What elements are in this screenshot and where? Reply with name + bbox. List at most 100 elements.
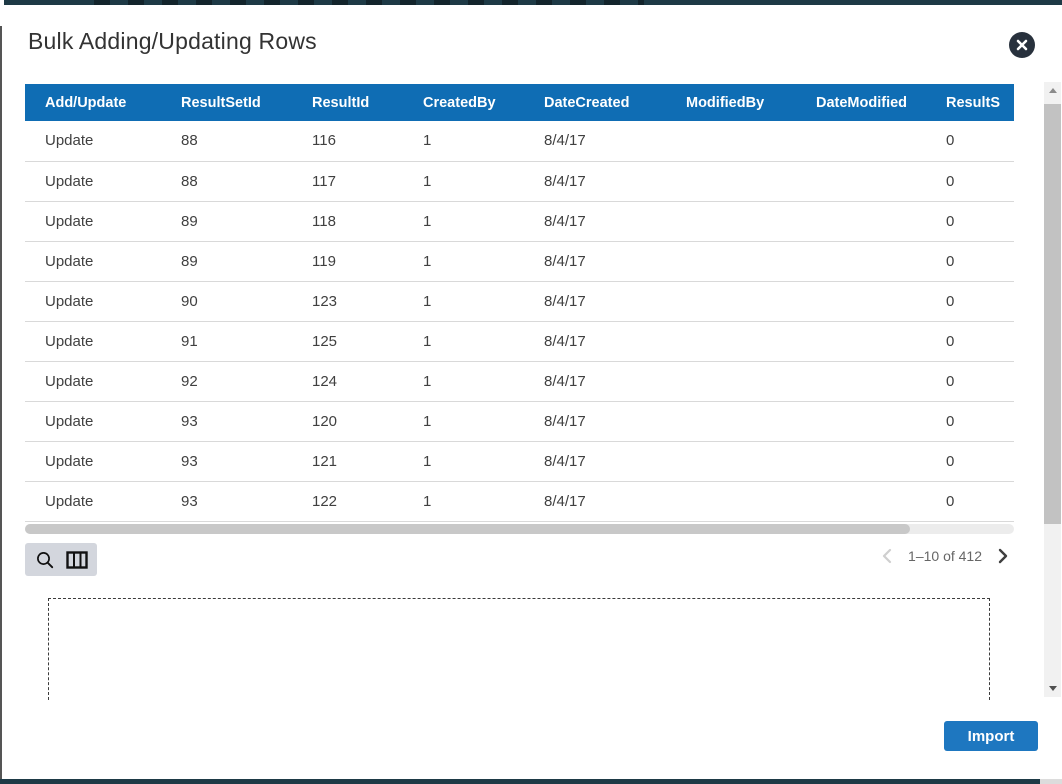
cell-date-modified: [796, 161, 926, 202]
cell-result-status: 0: [926, 401, 1014, 442]
cell-modified-by: [666, 321, 796, 362]
cell-result-set-id: 89: [161, 241, 292, 282]
cell-date-created: 8/4/17: [524, 401, 666, 442]
cell-created-by: 1: [403, 201, 524, 242]
close-icon: [1016, 39, 1028, 51]
cell-created-by: 1: [403, 481, 524, 522]
cell-result-set-id: 93: [161, 441, 292, 482]
column-header[interactable]: ResultS: [946, 94, 1000, 111]
horizontal-scrollbar-thumb[interactable]: [25, 524, 910, 534]
cell-created-by: 1: [403, 401, 524, 442]
scroll-down-button[interactable]: [1044, 680, 1061, 697]
search-button[interactable]: [32, 547, 58, 573]
cell-modified-by: [666, 241, 796, 282]
column-header[interactable]: ResultId: [312, 94, 370, 111]
cell-modified-by: [666, 441, 796, 482]
cell-result-id: 122: [292, 481, 403, 522]
horizontal-scrollbar[interactable]: [25, 524, 1014, 534]
cell-result-set-id: 93: [161, 481, 292, 522]
cell-date-modified: [796, 401, 926, 442]
next-page-button[interactable]: [996, 547, 1010, 565]
table-toolbar: [25, 543, 97, 576]
cell-date-modified: [796, 201, 926, 242]
cell-date-created: 8/4/17: [524, 201, 666, 242]
cell-result-status: 0: [926, 281, 1014, 322]
cell-add-update: Update: [25, 121, 161, 162]
table-row: Update 89 118 1 8/4/17 0: [25, 201, 1014, 242]
columns-button[interactable]: [64, 547, 90, 573]
cell-date-created: 8/4/17: [524, 121, 666, 162]
table-header-row: Add/Update ResultSetId ResultId CreatedBy Da…: [25, 84, 1014, 121]
cell-created-by: 1: [403, 241, 524, 282]
column-header[interactable]: CreatedBy: [423, 94, 496, 111]
cell-result-set-id: 89: [161, 201, 292, 242]
cell-add-update: Update: [25, 201, 161, 242]
cell-add-update: Update: [25, 161, 161, 202]
cell-created-by: 1: [403, 161, 524, 202]
cell-result-status: 0: [926, 201, 1014, 242]
cell-date-created: 8/4/17: [524, 441, 666, 482]
cell-result-set-id: 88: [161, 161, 292, 202]
cell-result-set-id: 88: [161, 121, 292, 162]
cell-date-modified: [796, 281, 926, 322]
chevron-right-icon: [998, 548, 1008, 564]
cell-result-id: 119: [292, 241, 403, 282]
cell-date-modified: [796, 441, 926, 482]
cell-date-created: 8/4/17: [524, 241, 666, 282]
scrollbar-corner: [1040, 779, 1062, 784]
cell-result-set-id: 91: [161, 321, 292, 362]
column-header[interactable]: ModifiedBy: [686, 94, 765, 111]
scroll-up-button[interactable]: [1044, 82, 1061, 99]
cell-date-created: 8/4/17: [524, 161, 666, 202]
cell-result-id: 121: [292, 441, 403, 482]
vertical-scrollbar[interactable]: [1044, 82, 1061, 697]
file-dropzone[interactable]: [48, 598, 990, 700]
table-row: Update 90 123 1 8/4/17 0: [25, 281, 1014, 322]
vertical-scrollbar-thumb[interactable]: [1044, 104, 1061, 524]
cell-result-status: 0: [926, 361, 1014, 402]
cell-modified-by: [666, 401, 796, 442]
cell-modified-by: [666, 361, 796, 402]
import-button[interactable]: Import: [944, 721, 1038, 751]
cell-result-id: 123: [292, 281, 403, 322]
cell-date-modified: [796, 121, 926, 162]
cell-modified-by: [666, 121, 796, 162]
clipped-background-text: [94, 0, 644, 5]
previous-page-button[interactable]: [880, 547, 894, 565]
cell-date-modified: [796, 361, 926, 402]
column-header[interactable]: Add/Update: [45, 94, 127, 111]
cell-date-created: 8/4/17: [524, 361, 666, 402]
cell-add-update: Update: [25, 321, 161, 362]
cell-result-status: 0: [926, 481, 1014, 522]
cell-date-created: 8/4/17: [524, 321, 666, 362]
column-header[interactable]: DateCreated: [544, 94, 630, 111]
table-row: Update 88 116 1 8/4/17 0: [25, 121, 1014, 162]
background-page-header: [4, 0, 1062, 5]
table-row: Update 92 124 1 8/4/17 0: [25, 361, 1014, 402]
cell-result-status: 0: [926, 161, 1014, 202]
cell-modified-by: [666, 481, 796, 522]
column-header[interactable]: ResultSetId: [181, 94, 261, 111]
cell-add-update: Update: [25, 281, 161, 322]
cell-add-update: Update: [25, 401, 161, 442]
background-page-bottom: [0, 779, 1062, 784]
cell-result-status: 0: [926, 121, 1014, 162]
cell-result-id: 116: [292, 121, 403, 162]
background-left-edge: [0, 26, 2, 779]
modal-title: Bulk Adding/Updating Rows: [28, 28, 317, 54]
cell-result-status: 0: [926, 441, 1014, 482]
cell-result-id: 118: [292, 201, 403, 242]
close-button[interactable]: [1009, 32, 1035, 58]
cell-result-status: 0: [926, 241, 1014, 282]
cell-created-by: 1: [403, 121, 524, 162]
cell-result-set-id: 92: [161, 361, 292, 402]
cell-created-by: 1: [403, 361, 524, 402]
table-row: Update 93 122 1 8/4/17 0: [25, 481, 1014, 522]
cell-date-created: 8/4/17: [524, 481, 666, 522]
column-header[interactable]: DateModified: [816, 94, 908, 111]
triangle-down-icon: [1048, 686, 1057, 691]
table-row: Update 93 120 1 8/4/17 0: [25, 401, 1014, 442]
columns-icon: [66, 550, 89, 569]
cell-add-update: Update: [25, 441, 161, 482]
cell-modified-by: [666, 161, 796, 202]
